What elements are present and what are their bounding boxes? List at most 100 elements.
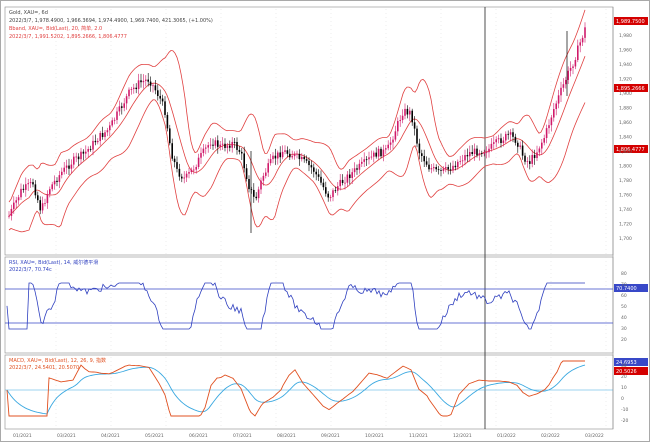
candle-body — [457, 161, 459, 168]
candlesticks — [8, 22, 586, 233]
price-tick-label: 1,720 — [619, 222, 632, 228]
candle-body — [505, 133, 507, 141]
candle-body — [243, 153, 245, 169]
candle-body — [543, 138, 545, 143]
candle-body — [121, 106, 123, 108]
candle-body — [109, 125, 111, 131]
rsi-tick-label: 20 — [621, 337, 627, 343]
candle-body — [430, 168, 433, 170]
candle-body — [116, 111, 118, 120]
candle-body — [373, 152, 375, 157]
price-tick-label: 1,820 — [619, 149, 632, 155]
svg-text:1,989.7500: 1,989.7500 — [616, 19, 645, 25]
candle-body — [485, 152, 488, 154]
candle-body — [293, 153, 296, 157]
candle-body — [500, 138, 502, 144]
svg-text:1,895.2666: 1,895.2666 — [616, 86, 645, 92]
candle-body — [149, 81, 152, 86]
candle-body — [250, 189, 253, 190]
candle-body — [13, 202, 15, 209]
candle-body — [581, 37, 584, 43]
candle-body — [123, 103, 125, 108]
candle-body — [195, 167, 197, 170]
candle-body — [209, 144, 212, 146]
x-tick-label: 06/2021 — [189, 433, 208, 439]
candle-body — [413, 122, 416, 129]
candle-body — [207, 145, 209, 148]
candle-body — [20, 188, 22, 198]
candle-body — [25, 184, 27, 190]
bband-values-line: 2022/3/7, 1,991.5202, 1,895.2666, 1,806.… — [9, 34, 127, 40]
rsi-info-line: RSI, XAU=, Bid(Last), 14, 威尔德平滑 — [9, 260, 99, 266]
candle-body — [356, 168, 358, 170]
candle-body — [442, 168, 445, 171]
candle-body — [248, 179, 250, 190]
price-tick-label: 1,860 — [619, 120, 632, 126]
bband-lower-line — [8, 99, 586, 233]
candle-body — [301, 156, 303, 160]
candle-body — [46, 194, 49, 204]
candle-body — [214, 140, 217, 146]
candle-body — [101, 132, 104, 137]
svg-text:70.7400: 70.7400 — [616, 286, 637, 292]
price-tick-label: 1,700 — [619, 236, 632, 242]
candle-body — [361, 161, 363, 164]
price-tick-label: 1,740 — [619, 207, 632, 213]
candle-body — [428, 164, 430, 170]
x-tick-label: 03/2022 — [585, 433, 604, 439]
macd-line — [6, 360, 585, 417]
candle-body — [128, 89, 130, 97]
candle-body — [200, 153, 202, 158]
candle-body — [49, 189, 51, 195]
candle-body — [517, 142, 519, 147]
candle-body — [322, 182, 325, 188]
candle-body — [39, 200, 41, 211]
candle-body — [425, 161, 428, 165]
candle-body — [493, 142, 495, 144]
svg-text:24.6953: 24.6953 — [616, 360, 637, 366]
candle-body — [375, 152, 377, 157]
candle-body — [418, 143, 421, 154]
candle-body — [401, 115, 404, 121]
candle-body — [171, 143, 173, 159]
candle-body — [224, 143, 226, 148]
candle-body — [82, 151, 85, 154]
candle-body — [154, 85, 157, 91]
candle-body — [61, 171, 63, 176]
macd-tick-label: 0 — [621, 396, 624, 402]
candle-body — [87, 149, 89, 152]
candle-body — [233, 141, 236, 143]
candle-body — [277, 152, 279, 159]
candle-body — [397, 121, 399, 132]
candle-body — [394, 131, 397, 140]
candle-body — [577, 45, 579, 60]
candle-body — [157, 90, 159, 96]
price-tick-label: 1,960 — [619, 48, 632, 54]
candle-body — [257, 189, 260, 199]
candle-body — [519, 145, 521, 147]
candle-body — [212, 144, 214, 146]
candle-body — [181, 176, 183, 179]
candle-body — [219, 144, 221, 147]
candle-body — [183, 177, 185, 179]
candle-body — [423, 155, 425, 162]
candle-body — [113, 119, 116, 121]
x-tick-label: 03/2021 — [57, 433, 76, 439]
price-tag-middle-band: 1,895.2666 — [614, 84, 648, 92]
candle-body — [565, 79, 567, 85]
candle-body — [553, 109, 555, 118]
candle-body — [185, 173, 188, 178]
candle-body — [298, 153, 301, 160]
candle-body — [406, 108, 409, 115]
candle-body — [437, 169, 440, 171]
candle-body — [118, 106, 121, 112]
candle-body — [296, 153, 298, 155]
candle-body — [238, 149, 241, 152]
candle-body — [32, 182, 34, 185]
candle-body — [159, 95, 161, 99]
candle-body — [358, 163, 361, 170]
candle-body — [255, 196, 257, 199]
candle-body — [562, 84, 565, 88]
